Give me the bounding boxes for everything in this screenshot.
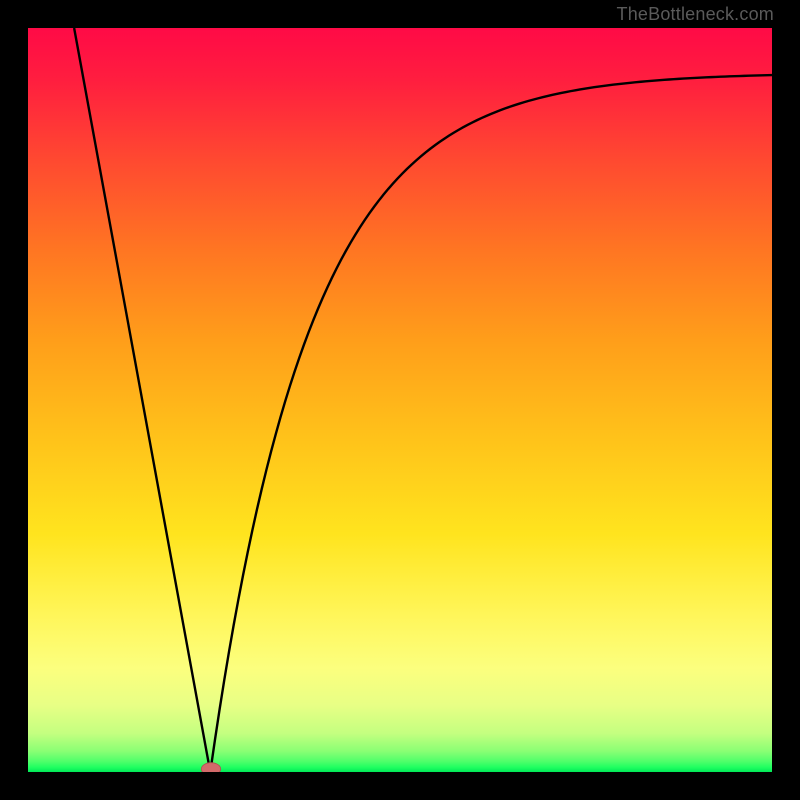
bottleneck-curve (74, 28, 772, 772)
watermark-label: TheBottleneck.com (617, 4, 774, 25)
optimal-point-marker (201, 763, 220, 772)
